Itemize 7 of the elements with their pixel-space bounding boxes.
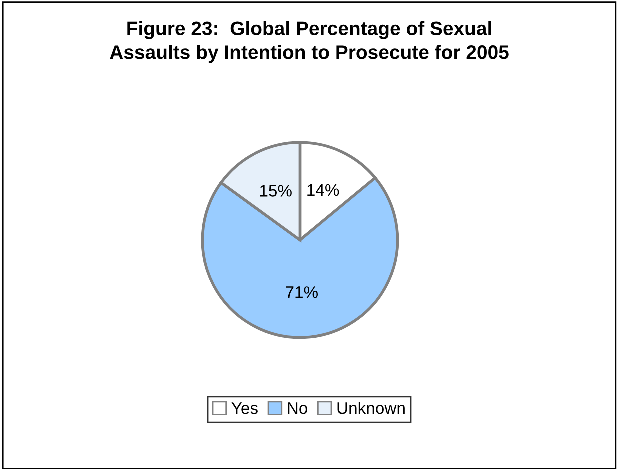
legend-label: Yes	[232, 402, 258, 414]
legend-label: Unknown	[338, 402, 405, 414]
data-label: 14%	[308, 184, 340, 196]
chart-title: Figure 23: Global Percentage of Sexual Assaults by Intention to Prosecute for 2005	[110, 21, 509, 64]
data-label: 15%	[260, 185, 292, 197]
legend-label: No	[288, 402, 308, 414]
data-label: 71%	[286, 286, 318, 298]
